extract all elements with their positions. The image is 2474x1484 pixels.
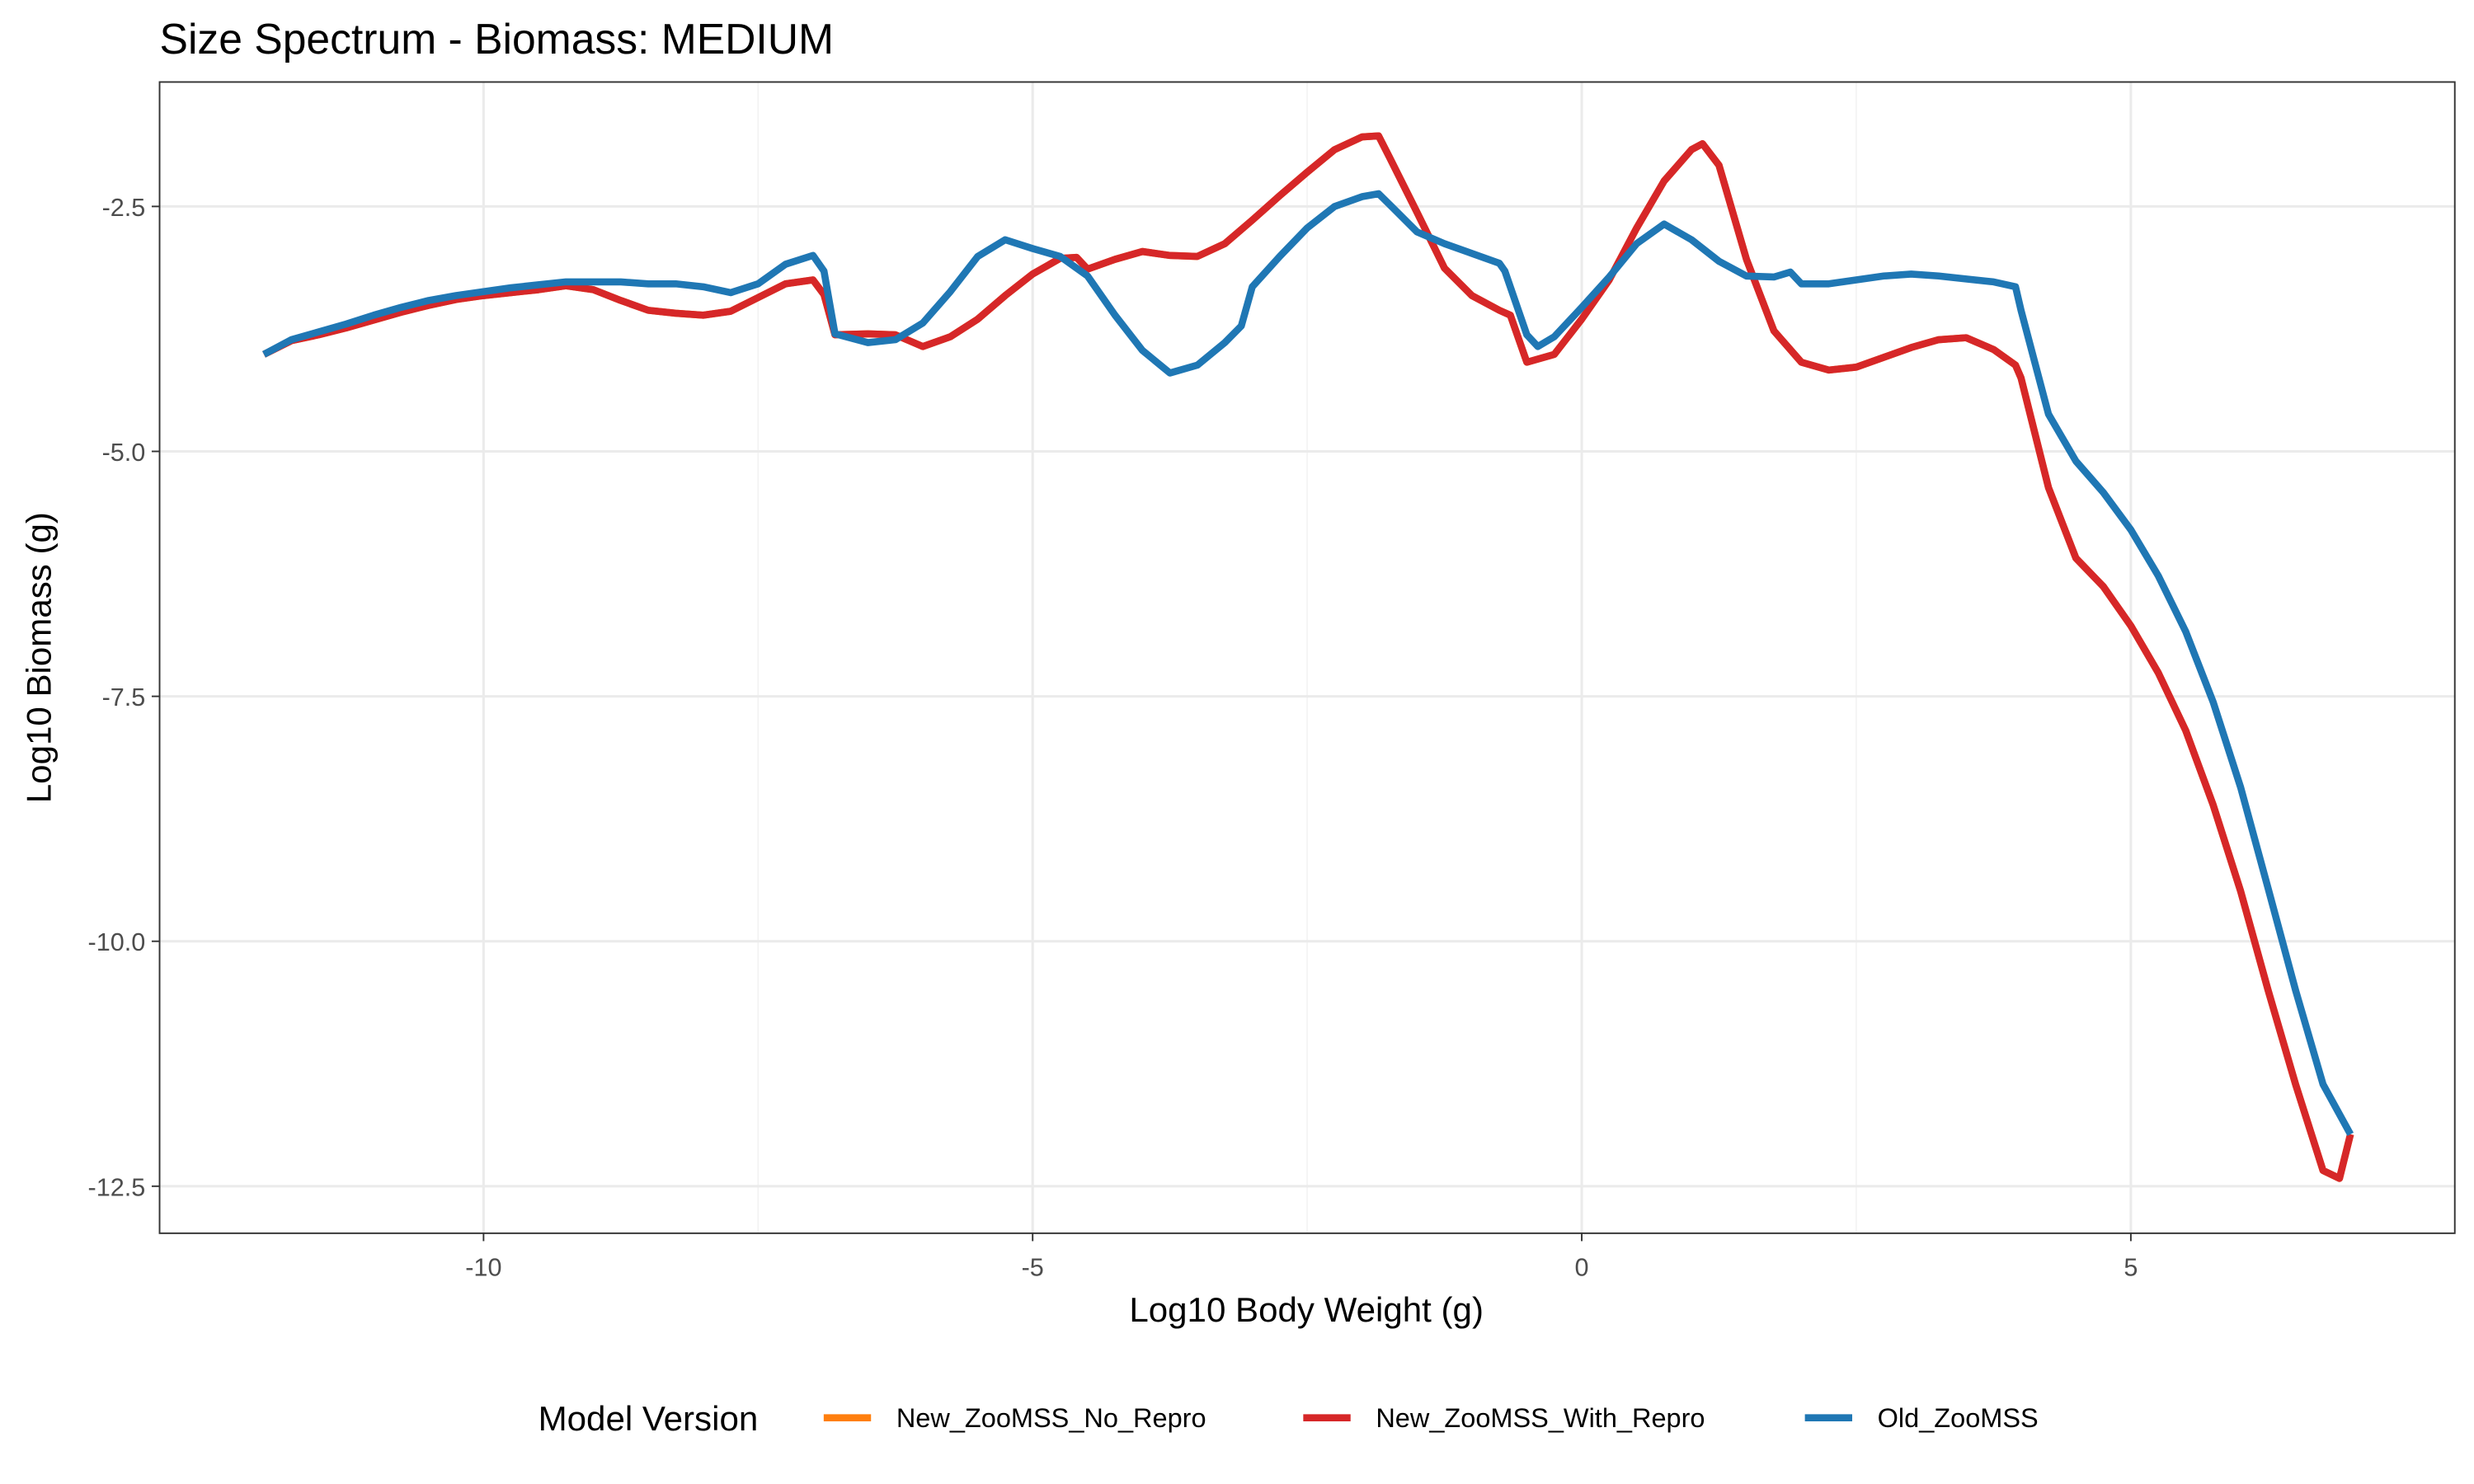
x-tick-label: -5 — [1022, 1254, 1044, 1282]
chart-title: Size Spectrum - Biomass: MEDIUM — [160, 15, 835, 63]
series-line — [262, 190, 2354, 1136]
y-tick-label: -5.0 — [102, 439, 146, 467]
x-axis-title: Log10 Body Weight (g) — [1129, 1290, 1484, 1329]
y-axis-title: Log10 Biomass (g) — [20, 512, 59, 803]
x-tick-label: 0 — [1575, 1254, 1589, 1282]
legend-title: Model Version — [539, 1399, 759, 1438]
legend-label[interactable]: New_ZooMSS_With_Repro — [1376, 1403, 1705, 1433]
x-tick-label: -10 — [465, 1254, 501, 1282]
plot-lines — [262, 132, 2354, 1182]
panel-border — [158, 81, 2456, 1234]
y-tick-label: -12.5 — [88, 1173, 146, 1201]
axes: -10 -5 0 5 -2.5 -5.0 -7.5 -10.0 -12.5 — [88, 194, 2138, 1282]
x-tick-label: 5 — [2124, 1254, 2138, 1282]
y-tick-label: -7.5 — [102, 683, 146, 711]
legend[interactable]: Model Version New_ZooMSS_No_Repro New_Zoo… — [539, 1399, 2039, 1438]
legend-label[interactable]: Old_ZooMSS — [1878, 1403, 2039, 1433]
y-tick-label: -10.0 — [88, 928, 146, 956]
series-line — [262, 132, 2354, 1182]
y-tick-label: -2.5 — [102, 194, 146, 222]
legend-label[interactable]: New_ZooMSS_No_Repro — [896, 1403, 1206, 1433]
